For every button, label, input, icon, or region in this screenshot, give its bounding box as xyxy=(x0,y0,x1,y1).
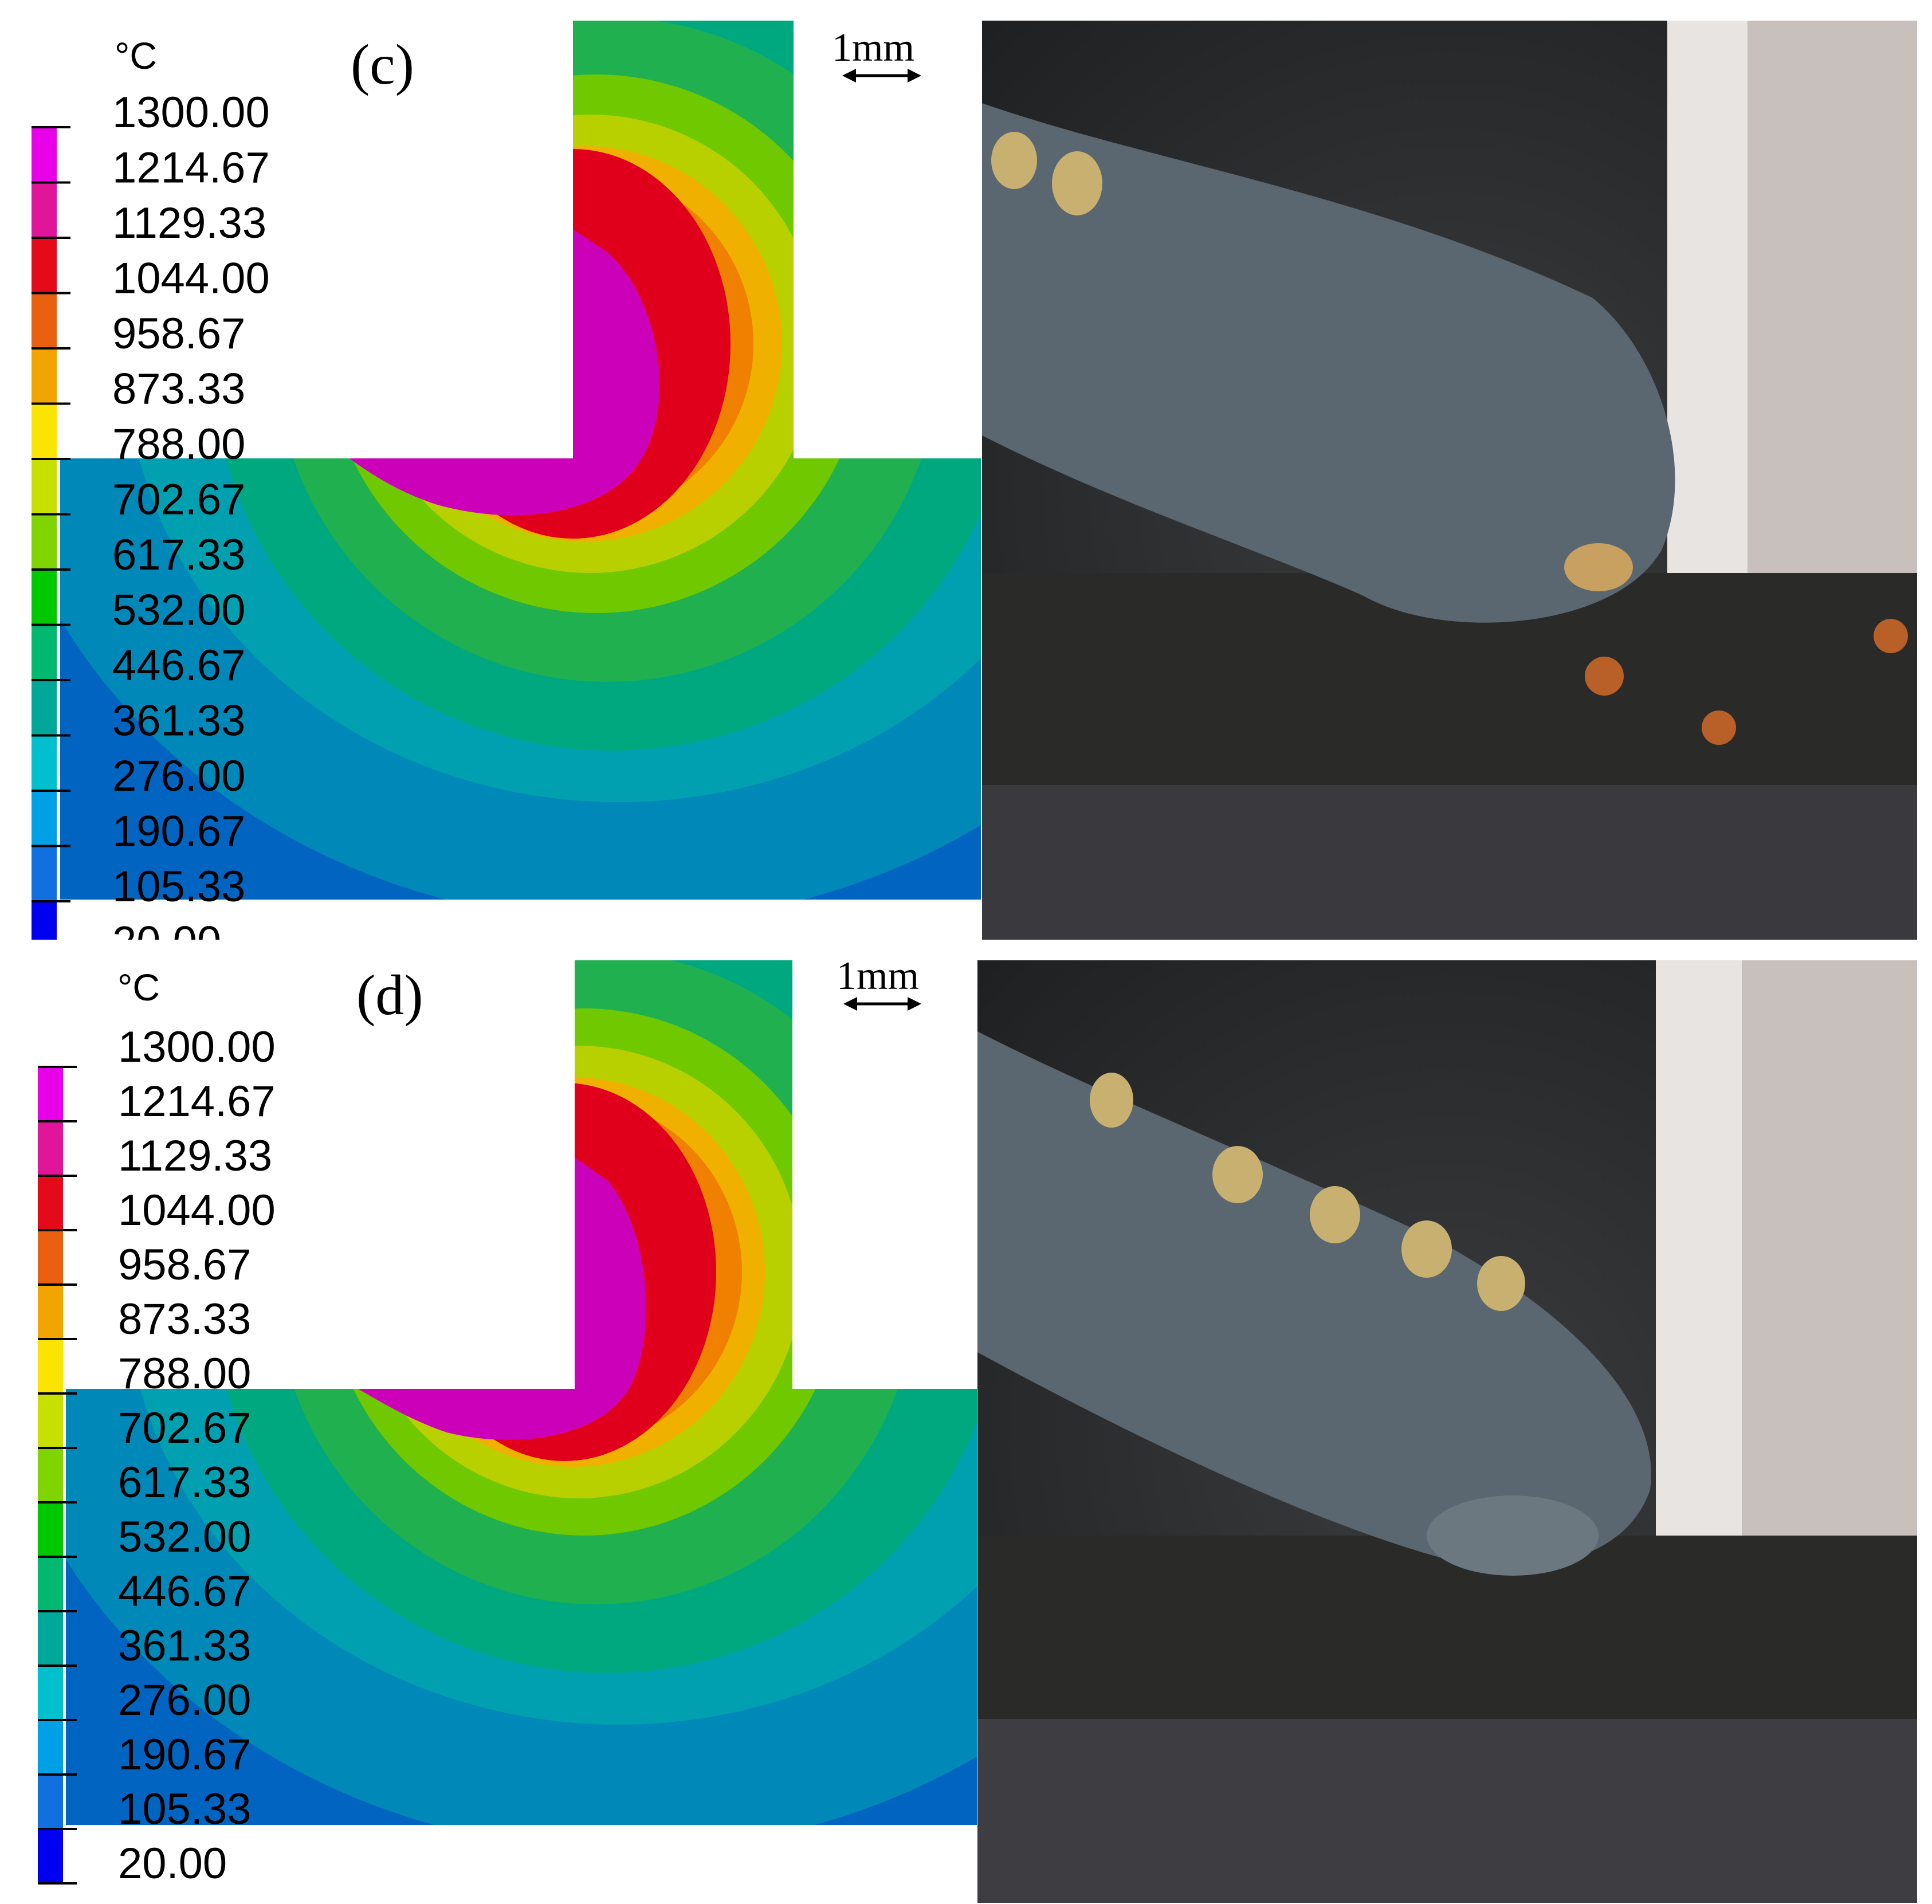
legend-swatch xyxy=(32,348,57,404)
panel-d-graphics: °C 1300.00 1214.67 1129.33 1044.00 958.67 873… xyxy=(38,940,1917,1903)
legend-value-label: 873.33 xyxy=(118,1295,251,1344)
legend-swatch xyxy=(32,791,57,846)
legend-value-label: 873.33 xyxy=(112,365,245,414)
panel-label: (d) xyxy=(356,963,423,1027)
legend-swatch xyxy=(32,403,57,459)
legend-swatch xyxy=(38,1339,63,1393)
legend-swatch xyxy=(38,1502,63,1557)
temperature-legend-c: °C 1300.00 1214.67 1129.33 1044.00 958.67 873… xyxy=(32,34,270,940)
weld-photo-d xyxy=(977,960,1917,1903)
legend-value-label: 617.33 xyxy=(118,1458,251,1507)
legend-swatch xyxy=(32,127,57,183)
legend-value-label: 276.00 xyxy=(118,1676,251,1725)
legend-swatch xyxy=(38,1121,63,1176)
legend-value-label: 276.00 xyxy=(112,752,245,800)
legend-swatch xyxy=(32,238,57,293)
legend-value-label: 1044.00 xyxy=(118,1186,276,1235)
legend-value-label: 788.00 xyxy=(112,420,245,469)
weld-photo-c xyxy=(982,21,1917,940)
panel-label: (c) xyxy=(351,33,414,96)
legend-swatch xyxy=(38,1448,63,1502)
legend-value-label: 1300.00 xyxy=(118,1023,276,1071)
legend-value-label: 1129.33 xyxy=(112,199,266,248)
legend-value-label: 958.67 xyxy=(118,1240,251,1289)
legend-value-label: 532.00 xyxy=(118,1513,251,1561)
legend-swatch xyxy=(32,459,57,515)
legend-swatch xyxy=(38,1720,63,1775)
legend-value-label: 361.33 xyxy=(112,697,245,745)
legend-swatch xyxy=(32,735,57,791)
legend-value-label: 1129.33 xyxy=(118,1132,272,1180)
legend-swatch xyxy=(32,846,57,901)
legend-value-label: 20.00 xyxy=(118,1839,227,1888)
legend-swatch xyxy=(32,570,57,625)
legend-swatch xyxy=(32,680,57,736)
legend-swatch xyxy=(38,1611,63,1666)
legend-swatch xyxy=(32,625,57,680)
legend-value-label: 1300.00 xyxy=(112,88,270,137)
legend-value-label: 532.00 xyxy=(112,586,245,635)
legend-value-label: 788.00 xyxy=(118,1349,251,1398)
legend-value-label: 190.67 xyxy=(112,807,245,856)
scale-bar-d: 1mm xyxy=(837,954,921,1011)
legend-value-label: 958.67 xyxy=(112,309,245,358)
legend-value-label: 20.00 xyxy=(112,918,221,940)
legend-unit: °C xyxy=(115,34,157,77)
legend-value-label: 446.67 xyxy=(118,1567,251,1616)
scale-bar-label: 1mm xyxy=(832,26,914,70)
legend-value-label: 1214.67 xyxy=(112,144,270,193)
legend-swatch xyxy=(38,1393,63,1448)
panel-d: °C 1300.00 1214.67 1129.33 1044.00 958.67 873… xyxy=(0,940,1932,1903)
legend-value-label: 617.33 xyxy=(112,531,245,579)
scale-bar-label: 1mm xyxy=(837,954,919,998)
legend-swatch xyxy=(32,514,57,570)
legend-value-label: 105.33 xyxy=(112,862,245,911)
legend-value-label: 446.67 xyxy=(112,641,245,690)
legend-value-label: 702.67 xyxy=(118,1404,251,1452)
temperature-legend-d: °C 1300.00 1214.67 1129.33 1044.00 958.67 873… xyxy=(38,966,276,1888)
legend-swatch xyxy=(38,1285,63,1339)
legend-swatch xyxy=(32,901,57,940)
panel-c-graphics: °C 1300.00 1214.67 1129.33 1044.00 958.67 873… xyxy=(32,0,1917,940)
legend-value-label: 105.33 xyxy=(118,1785,251,1834)
legend-swatch xyxy=(38,1176,63,1230)
legend-value-label: 1214.67 xyxy=(118,1077,276,1126)
panel-c: °C 1300.00 1214.67 1129.33 1044.00 958.67 873… xyxy=(0,0,1932,940)
legend-swatch xyxy=(38,1666,63,1720)
legend-value-label: 702.67 xyxy=(112,476,245,524)
legend-swatch xyxy=(38,1230,63,1285)
legend-swatch xyxy=(38,1829,63,1883)
legend-swatch xyxy=(38,1067,63,1121)
legend-swatch xyxy=(38,1557,63,1611)
legend-value-label: 190.67 xyxy=(118,1730,251,1779)
legend-unit: °C xyxy=(117,966,160,1008)
legend-value-label: 361.33 xyxy=(118,1622,251,1670)
legend-swatch xyxy=(38,1775,63,1829)
legend-swatch xyxy=(32,182,57,238)
scale-bar-c: 1mm xyxy=(832,26,921,83)
legend-swatch xyxy=(32,293,57,348)
legend-value-label: 1044.00 xyxy=(112,254,270,303)
